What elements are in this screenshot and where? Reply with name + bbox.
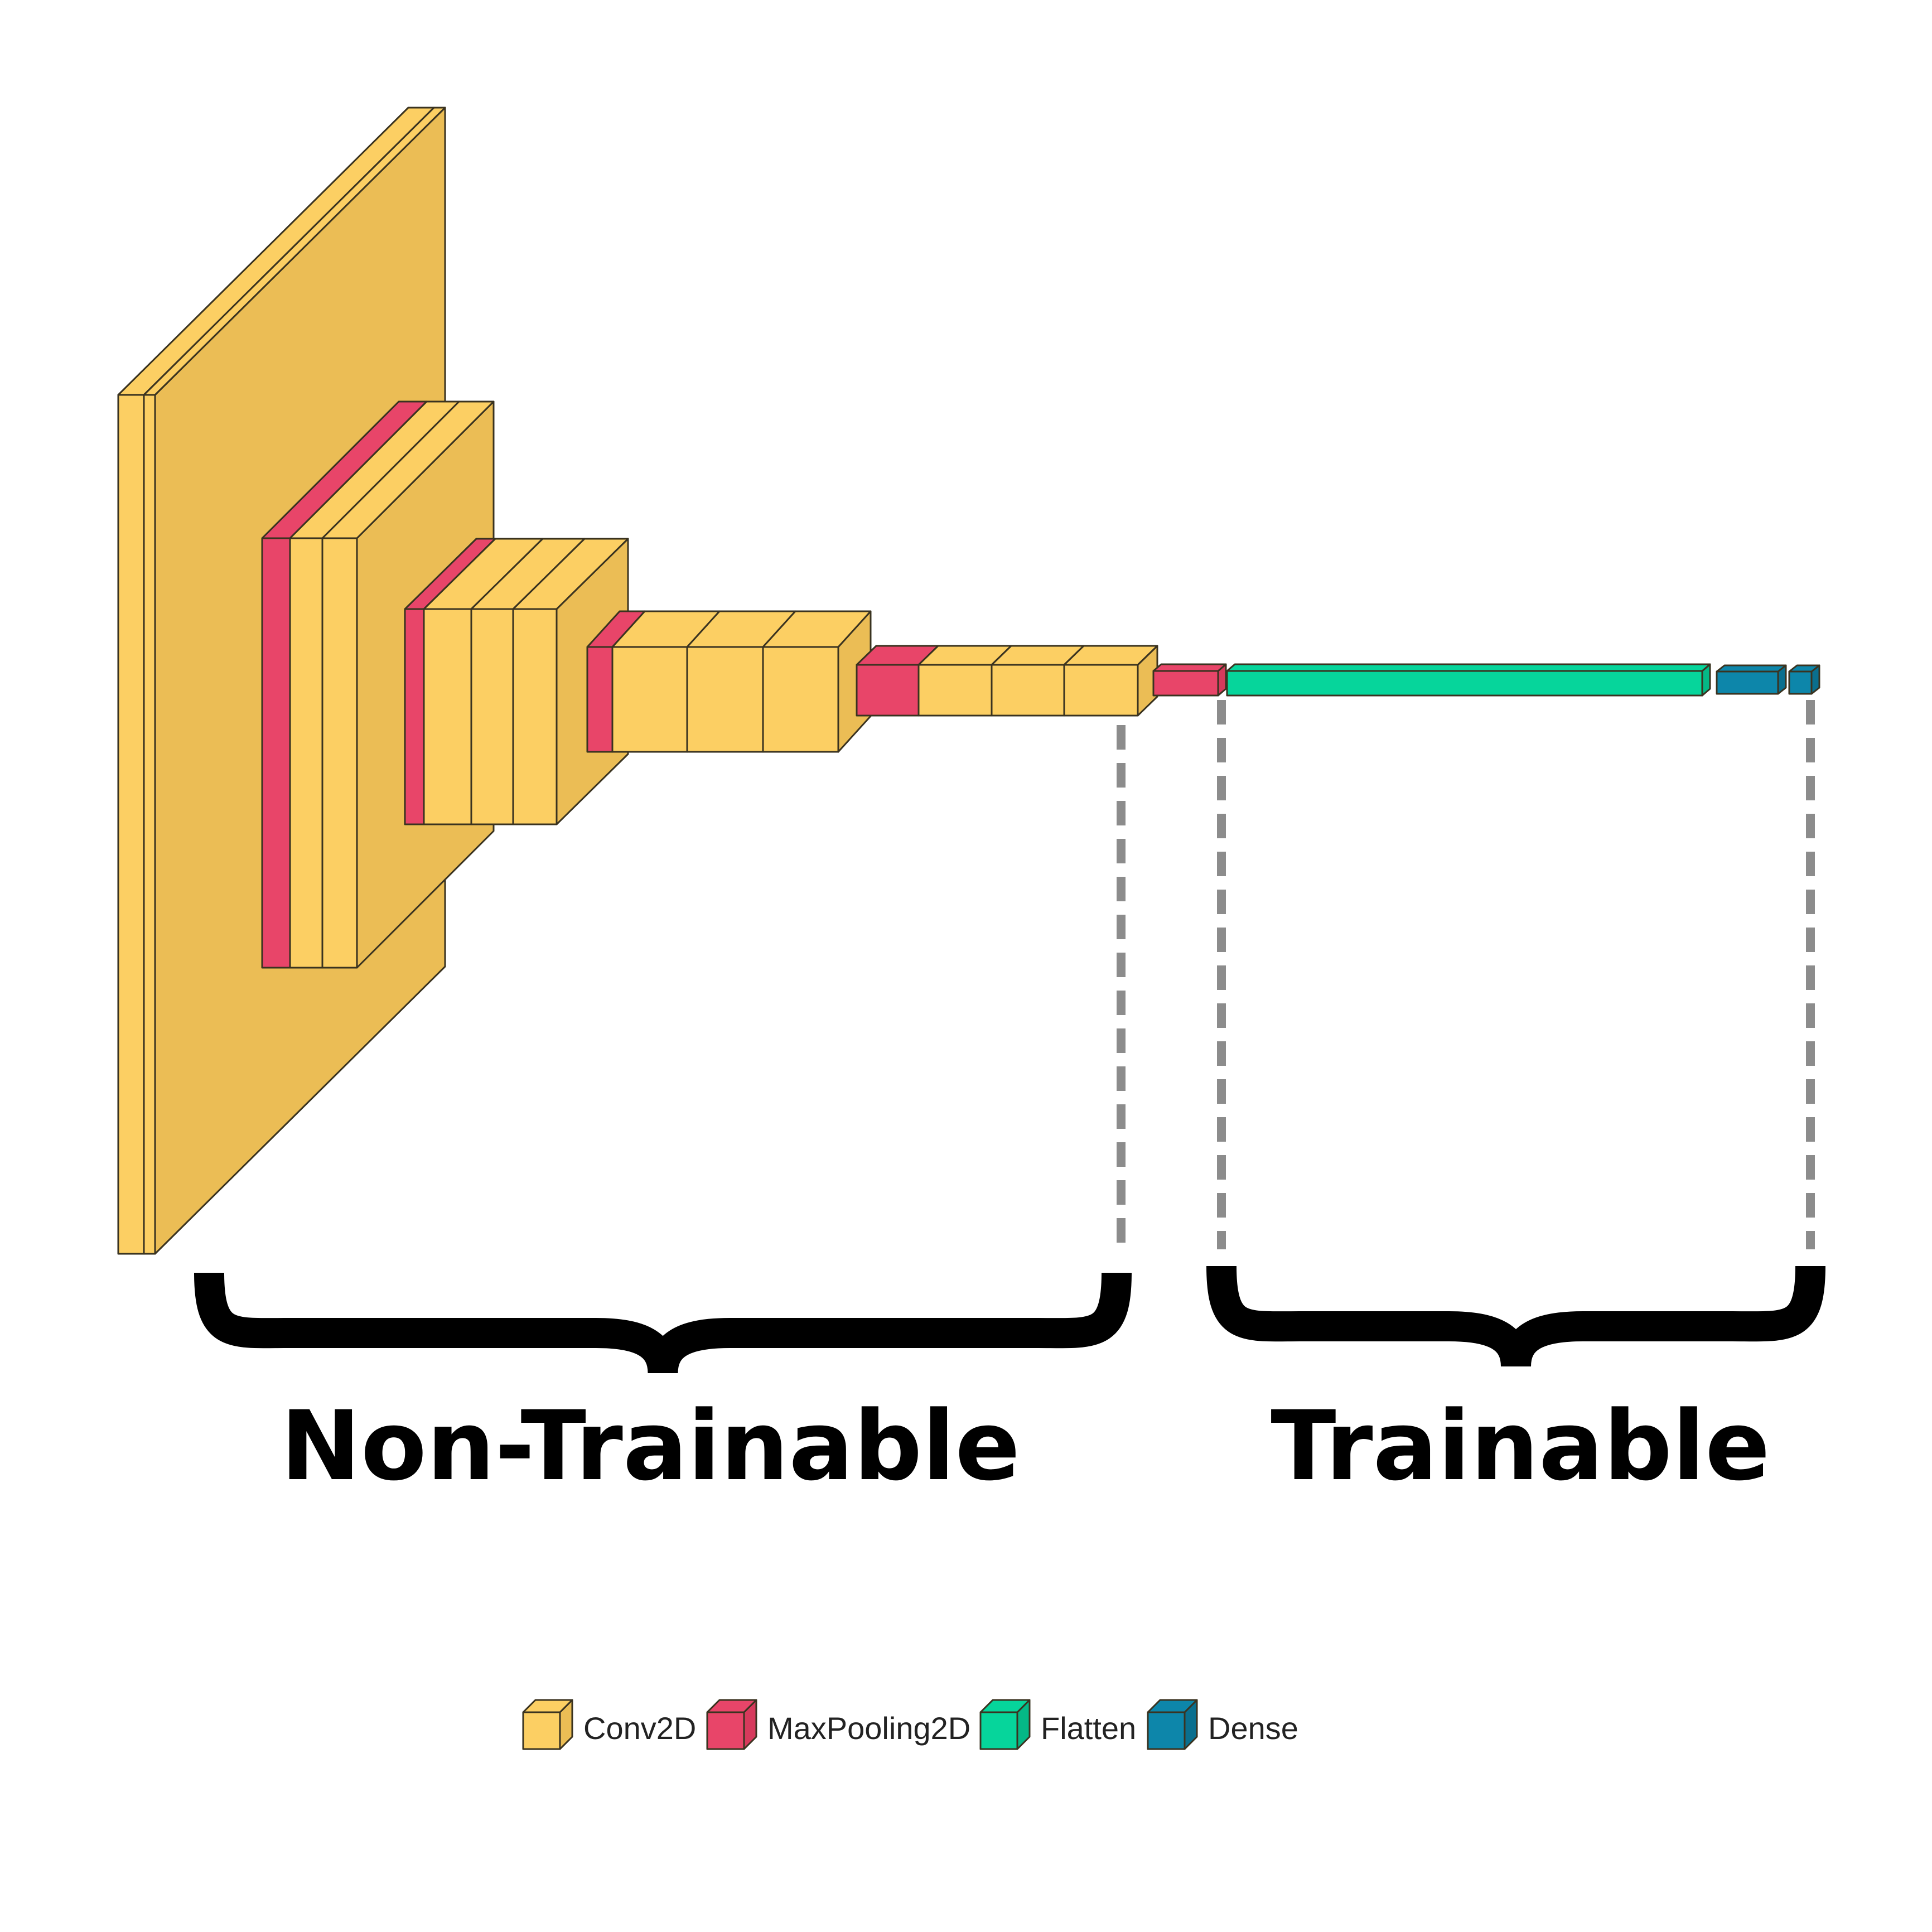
layer-front-face <box>143 394 156 1255</box>
layer-front-face <box>991 664 1065 717</box>
layer-front-face <box>321 537 358 969</box>
group-brackets <box>194 1266 1825 1374</box>
legend-label-dense: Dense <box>1208 1711 1298 1746</box>
layer-front-face <box>512 608 558 825</box>
layer-top-face <box>1152 663 1227 672</box>
layer-front-face <box>586 646 614 753</box>
layer-dense-20 <box>1716 664 1787 695</box>
layer-front-face <box>117 394 145 1255</box>
layer-top-face <box>1716 664 1787 673</box>
layer-front-face <box>289 537 323 969</box>
legend-item-dense: Dense <box>1147 1699 1298 1750</box>
legend-label-flatten: Flatten <box>1041 1711 1136 1746</box>
non-trainable-bracket <box>194 1272 1132 1374</box>
layer-conv2d-13 <box>762 610 872 753</box>
layer-top-face <box>1226 663 1711 672</box>
legend-label-maxpooling2d: MaxPooling2D <box>767 1711 970 1746</box>
layer-front-face <box>261 537 291 969</box>
layer-front-face <box>762 646 839 753</box>
legend-swatch-dense-icon <box>1147 1699 1198 1750</box>
layer-dense-21 <box>1788 664 1820 695</box>
layer-conv2d-9 <box>512 538 629 825</box>
trainable-label: Trainable <box>1271 1390 1770 1502</box>
non-trainable-label: Non-Trainable <box>281 1390 1020 1502</box>
layer-front-face <box>423 608 472 825</box>
legend-swatch-conv2d-icon <box>522 1699 573 1750</box>
layer-front-face <box>1716 670 1779 695</box>
layer-front-face <box>1226 670 1703 697</box>
layer-front-face <box>1063 664 1139 717</box>
legend-item-maxpooling2d: MaxPooling2D <box>706 1699 970 1750</box>
layer-flatten-19 <box>1226 663 1711 697</box>
layer-front-face <box>1152 670 1219 697</box>
guide-lines <box>1117 700 1815 1255</box>
layer-front-face <box>917 664 993 717</box>
legend-swatch-maxpooling2d-icon <box>706 1699 757 1750</box>
layer-stack <box>117 107 1820 1255</box>
layer-front-face <box>686 646 764 753</box>
layer-maxpooling2d-18 <box>1152 663 1227 697</box>
legend-swatch-flatten-icon <box>979 1699 1031 1750</box>
layer-front-face <box>1788 670 1813 695</box>
layer-front-face <box>611 646 688 753</box>
trainable-bracket <box>1206 1266 1825 1368</box>
layer-front-face <box>404 608 425 825</box>
legend-item-conv2d: Conv2D <box>522 1699 696 1750</box>
layer-conv2d-17 <box>1063 645 1158 717</box>
layer-front-face <box>856 664 920 717</box>
layer-front-face <box>470 608 514 825</box>
legend-item-flatten: Flatten <box>979 1699 1136 1750</box>
legend-label-conv2d: Conv2D <box>583 1711 696 1746</box>
legend: Conv2D MaxPooling2D Flatten Dense <box>522 1699 1298 1750</box>
